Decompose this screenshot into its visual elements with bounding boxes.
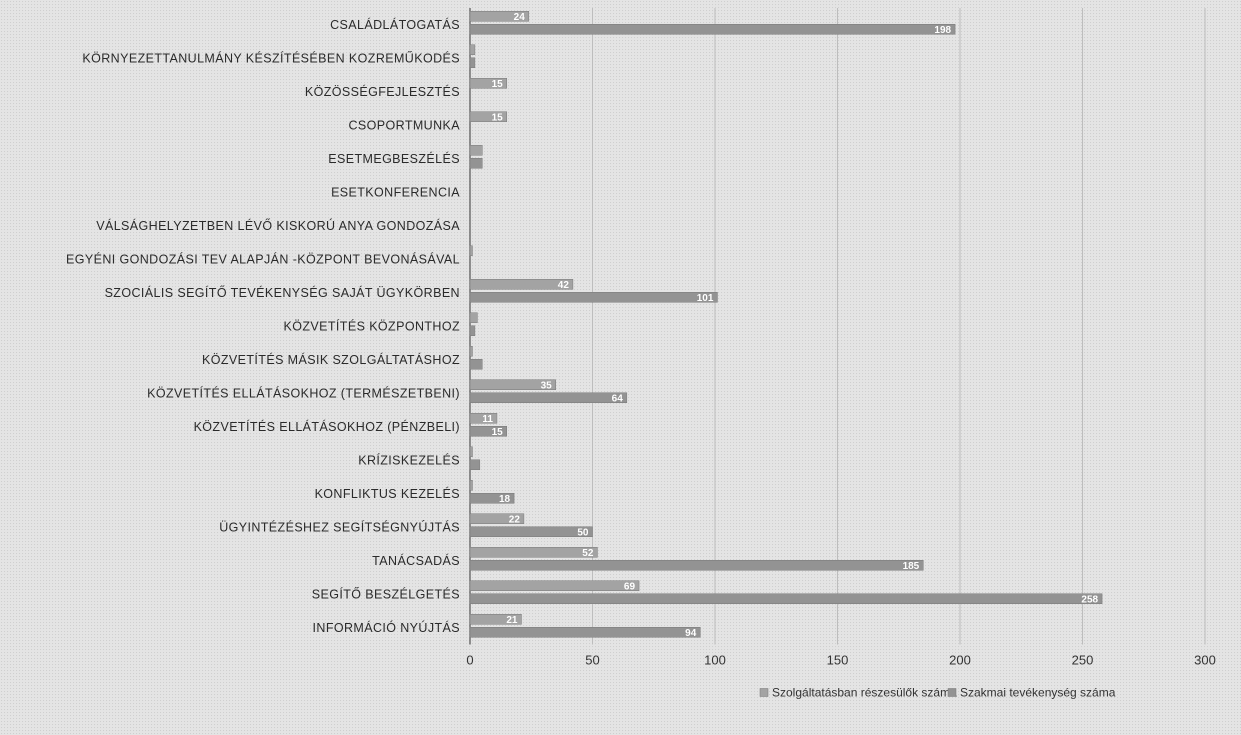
data-label: 50 xyxy=(577,527,589,538)
category-label: KONFLIKTUS KEZELÉS xyxy=(315,486,460,501)
category-label: ESETKONFERENCIA xyxy=(331,185,460,199)
category-label: INFORMÁCIÓ NYÚJTÁS xyxy=(313,620,460,635)
bar xyxy=(469,245,473,256)
x-tick-label: 300 xyxy=(1194,653,1216,668)
bar xyxy=(469,325,476,336)
data-label: 258 xyxy=(1081,594,1098,605)
data-label: 101 xyxy=(697,293,714,304)
data-label: 15 xyxy=(492,427,504,438)
data-label: 69 xyxy=(624,581,636,592)
data-label: 198 xyxy=(934,25,951,36)
bar xyxy=(469,57,476,68)
bar xyxy=(469,392,628,403)
bar xyxy=(469,526,593,537)
category-label: ÜGYINTÉZÉSHEZ SEGÍTSÉGNYÚJTÁS xyxy=(219,519,460,534)
x-tick-label: 150 xyxy=(827,653,849,668)
category-label: VÁLSÁGHELYZETBEN LÉVŐ KISKORÚ ANYA GONDO… xyxy=(96,218,460,233)
legend-swatch xyxy=(759,688,769,697)
x-tick-label: 100 xyxy=(704,653,726,668)
data-label: 11 xyxy=(482,414,493,425)
category-label: KÖRNYEZETTANULMÁNY KÉSZÍTÉSÉBEN KOZREMŰK… xyxy=(82,50,460,65)
bar xyxy=(469,78,507,89)
bar xyxy=(469,560,924,571)
bar xyxy=(469,614,522,625)
data-label: 185 xyxy=(903,561,920,572)
category-label: KÖZVETÍTÉS MÁSIK SZOLGÁLTATÁSHOZ xyxy=(202,352,460,367)
data-label: 52 xyxy=(582,548,594,559)
legend-label: Szakmai tevékenység száma xyxy=(960,686,1116,700)
category-label: CSALÁDLÁTOGATÁS xyxy=(330,17,460,32)
data-label: 64 xyxy=(612,393,624,404)
data-label: 35 xyxy=(541,380,553,391)
data-label: 15 xyxy=(492,112,504,123)
bar xyxy=(469,493,515,504)
bar xyxy=(469,11,530,22)
category-label: KRÍZISKEZELÉS xyxy=(358,452,460,467)
data-label: 42 xyxy=(558,280,570,291)
bar xyxy=(469,145,483,156)
bar xyxy=(469,593,1103,604)
bar xyxy=(469,279,574,290)
bar xyxy=(469,24,956,35)
data-label: 22 xyxy=(509,514,521,525)
legend-label: Szolgáltatásban részesülők száma xyxy=(772,686,957,700)
bar xyxy=(469,44,476,55)
category-label: SEGÍTŐ BESZÉLGETÉS xyxy=(312,586,460,601)
category-label: KÖZVETÍTÉS KÖZPONTHOZ xyxy=(284,318,460,333)
x-tick-label: 250 xyxy=(1072,653,1094,668)
bar xyxy=(469,459,481,470)
data-label: 15 xyxy=(492,79,504,90)
category-label: KÖZVETÍTÉS ELLÁTÁSOKHOZ (PÉNZBELI) xyxy=(194,419,460,434)
bar xyxy=(469,292,718,303)
x-tick-label: 0 xyxy=(466,653,473,668)
category-label: EGYÉNI GONDOZÁSI TEV ALAPJÁN -KÖZPONT BE… xyxy=(66,251,460,266)
legend-swatch xyxy=(947,688,957,697)
bar xyxy=(469,379,556,390)
bar xyxy=(469,580,640,591)
bar xyxy=(469,426,507,437)
category-label: TANÁCSADÁS xyxy=(372,553,460,568)
bar xyxy=(469,359,483,370)
data-label: 21 xyxy=(506,615,518,626)
category-label: CSOPORTMUNKA xyxy=(348,118,460,132)
bar xyxy=(469,480,473,491)
bar xyxy=(469,627,701,638)
x-tick-label: 50 xyxy=(585,653,599,668)
x-tick-label: 200 xyxy=(949,653,971,668)
category-label: KÖZVETÍTÉS ELLÁTÁSOKHOZ (TERMÉSZETBENI) xyxy=(147,385,460,400)
bar xyxy=(469,446,473,457)
category-label: KÖZÖSSÉGFEJLESZTÉS xyxy=(305,84,460,99)
data-label: 18 xyxy=(499,494,511,505)
category-label: ESETMEGBESZÉLÉS xyxy=(328,151,460,166)
category-label: SZOCIÁLIS SEGÍTŐ TEVÉKENYSÉG SAJÁT ÜGYKÖ… xyxy=(105,285,460,300)
data-label: 94 xyxy=(685,628,697,639)
bar xyxy=(469,312,478,323)
data-label: 24 xyxy=(514,12,526,23)
bar xyxy=(469,513,525,524)
bar xyxy=(469,413,498,424)
bar xyxy=(469,346,473,357)
bar xyxy=(469,111,507,122)
bar xyxy=(469,158,483,169)
bar xyxy=(469,547,598,558)
